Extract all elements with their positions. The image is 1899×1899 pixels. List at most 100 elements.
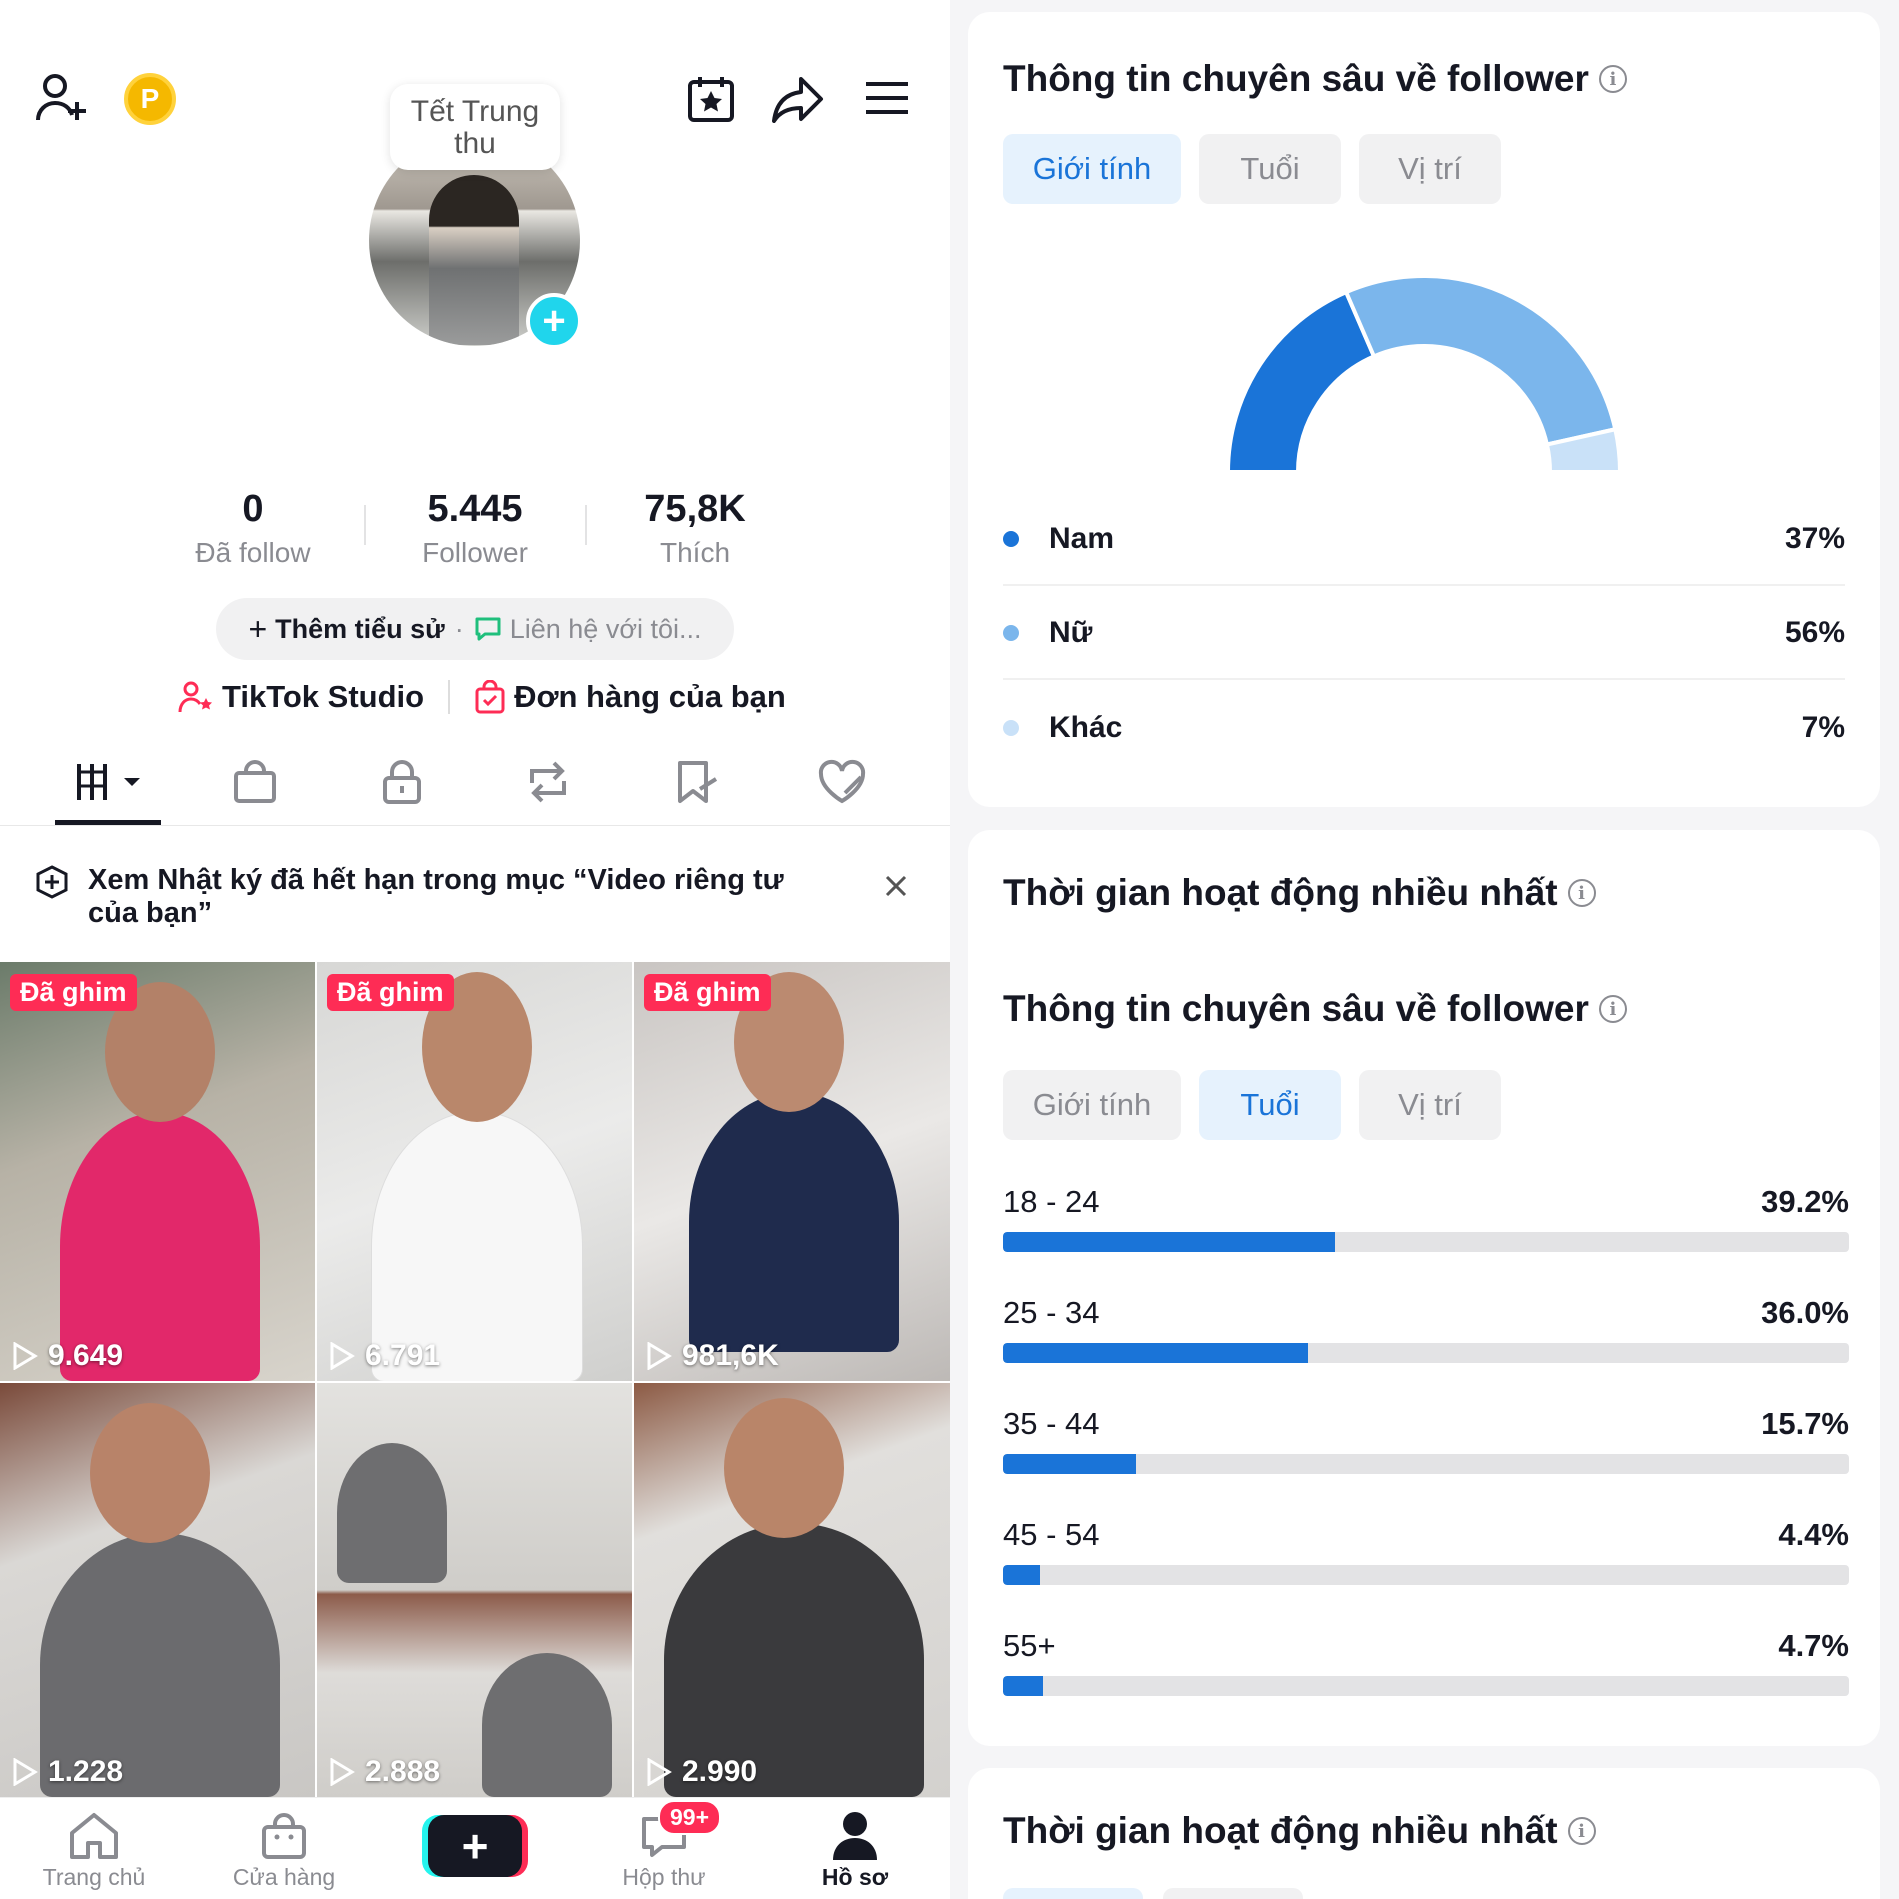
profile-tabs [0,740,950,826]
view-count-text: 2.888 [365,1755,441,1788]
tab-location[interactable]: Vị trí [1359,1070,1501,1140]
pinned-badge: Đã ghim [644,974,771,1011]
age-bar-value: 36.0% [1761,1295,1849,1330]
tab-location[interactable]: Vị trí [1359,134,1501,204]
tab-gender[interactable]: Giới tính [1003,1070,1181,1140]
expired-notice-banner[interactable]: Xem Nhật ký đã hết hạn trong mục “Video … [0,836,950,962]
add-bio-label: Thêm tiểu sử [275,613,445,644]
inbox-badge: 99+ [658,1800,722,1835]
tab-saved[interactable] [667,756,727,808]
legend-label: Khác [1049,711,1123,744]
contact-button[interactable]: Liên hệ với tôi... [474,614,702,645]
tab-pill[interactable] [1003,1888,1143,1899]
age-bar-label: 18 - 24 [1003,1184,1100,1219]
age-bar-fill [1003,1343,1308,1363]
shop-icon [262,1813,306,1859]
tab-gender-label: Giới tính [1032,1087,1152,1122]
legend-row-male: Nam 37% [1003,494,1845,586]
tab-gender-label: Giới tính [1032,151,1152,186]
legend-dot [1003,720,1019,736]
nav-shop[interactable]: Cửa hàng [224,1808,344,1891]
close-icon[interactable] [884,874,908,898]
studio-person-icon [178,681,212,713]
info-icon[interactable]: i [1567,1817,1596,1845]
contact-label: Liên hệ với tôi... [509,613,702,644]
view-count: 1.228 [12,1755,123,1789]
video-thumbnail[interactable]: Đã ghim 9.649 [0,962,315,1381]
video-thumbnail[interactable]: 2.990 [634,1383,950,1797]
age-bar-fill [1003,1565,1041,1585]
nav-profile[interactable]: Hồ sơ [795,1808,915,1891]
creator-links: TikTok Studio Đơn hàng của bạn [178,672,786,722]
legend-row-female: Nữ 56% [1003,588,1845,680]
status-bubble[interactable]: Tết Trung thu [390,84,560,170]
add-diary-icon [36,865,68,899]
info-icon[interactable]: i [1567,879,1596,907]
tab-age[interactable]: Tuổi [1199,134,1341,204]
video-thumbnail[interactable]: 1.228 [0,1383,315,1797]
video-thumbnail[interactable]: 2.888 [317,1383,632,1797]
pinned-badge: Đã ghim [327,974,454,1011]
tab-liked[interactable] [812,756,872,808]
add-bio-button[interactable]: + Thêm tiểu sử [248,611,444,648]
video-thumbnail[interactable]: Đã ghim 981,6K [634,962,950,1381]
stat-following[interactable]: 0 Đã follow [163,488,343,569]
legend-dot [1003,531,1019,547]
info-icon[interactable]: i [1598,65,1627,93]
tab-age[interactable]: Tuổi [1199,1070,1341,1140]
play-icon [13,1758,38,1786]
donut-slice-0 [1225,289,1377,474]
tab-age-label: Tuổi [1240,1087,1300,1122]
age-bar-fill [1003,1232,1335,1252]
tab-videos[interactable] [74,756,146,808]
active-tab-indicator [55,820,161,825]
legend-value: 37% [1784,522,1845,555]
tab-location-label: Vị trí [1398,1087,1462,1122]
stat-likes-count: 75,8K [644,488,746,530]
calendar-star-icon[interactable] [684,72,738,126]
tab-shop[interactable] [225,756,285,808]
stat-likes[interactable]: 75,8K Thích [605,488,785,569]
video-thumbnail[interactable]: Đã ghim 6.791 [317,962,632,1381]
tab-reposts[interactable] [518,756,578,808]
age-bar-label: 35 - 44 [1003,1406,1100,1441]
donut-slice-2 [1544,426,1623,474]
create-button[interactable]: + [428,1815,522,1877]
stat-following-count: 0 [242,488,264,530]
add-friend-icon[interactable] [34,70,90,126]
play-icon [647,1758,672,1786]
tab-private[interactable] [372,756,432,808]
age-bar-label: 25 - 34 [1003,1295,1100,1330]
insights-screen: Thông tin chuyên sâu về follower i Giới … [950,0,1899,1899]
nav-home[interactable]: Trang chủ [34,1808,154,1891]
age-bar-track [1003,1676,1849,1696]
notice-text: Xem Nhật ký đã hết hạn trong mục “Video … [88,864,784,929]
legend-row-other: Khác 7% [1003,682,1845,774]
tab-gender[interactable]: Giới tính [1003,134,1181,204]
age-bar-track [1003,1565,1849,1585]
tab-age-label: Tuổi [1240,151,1300,186]
tiktok-studio-label: TikTok Studio [222,679,425,714]
coin-icon[interactable]: P [124,73,176,125]
orders-link[interactable]: Đơn hàng của bạn [474,679,786,715]
play-icon [647,1342,672,1370]
age-bar-row: 18 - 24 39.2% [1003,1184,1849,1252]
profile-screen: P Tết Trung thu + 0 Đã follow 5.445 Foll… [0,70,950,1891]
stat-followers[interactable]: 5.445 Follower [385,488,565,569]
donut-slice-1 [1343,274,1618,447]
info-icon[interactable]: i [1598,995,1627,1023]
view-count-text: 9.649 [48,1339,124,1372]
legend-dot [1003,625,1019,641]
menu-icon[interactable] [862,76,912,120]
gender-donut-chart [1225,274,1623,474]
view-count-text: 1.228 [48,1755,124,1788]
shopping-bag-check-icon [475,680,505,714]
legend-value: 56% [1784,616,1845,649]
tab-pill[interactable] [1163,1888,1303,1899]
tiktok-studio-link[interactable]: TikTok Studio [178,679,424,715]
age-bar-label: 55+ [1003,1628,1056,1663]
nav-shop-label: Cửa hàng [232,1864,336,1890]
add-story-plus-icon[interactable]: + [526,293,582,349]
share-icon[interactable] [770,72,826,126]
